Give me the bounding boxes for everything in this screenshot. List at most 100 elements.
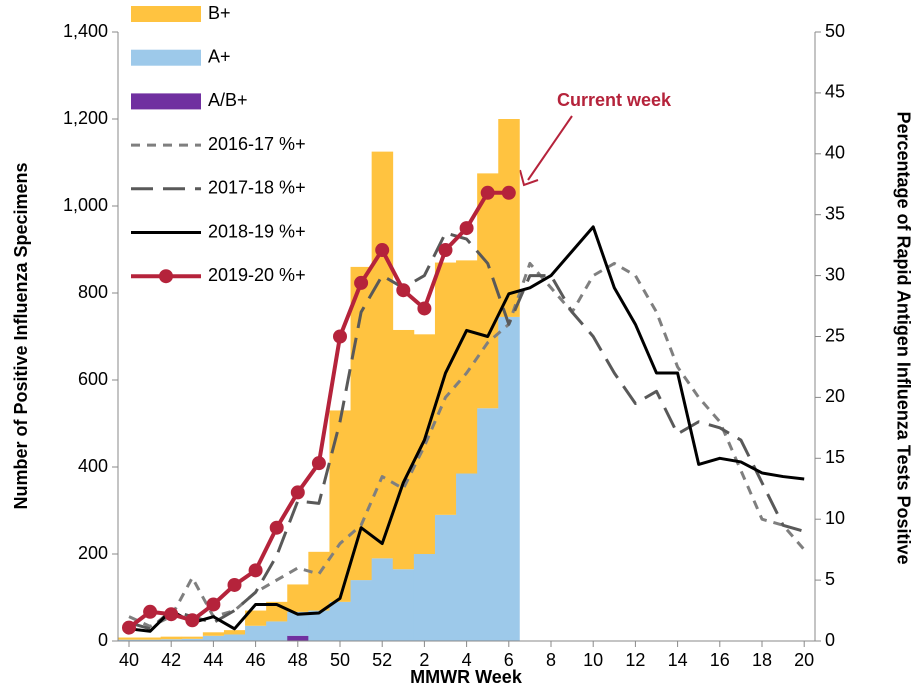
y2-tick-label: 50 bbox=[825, 21, 845, 41]
bar bbox=[160, 636, 183, 640]
bar bbox=[498, 316, 520, 641]
line bbox=[128, 261, 806, 628]
y-tick-label: 800 bbox=[78, 282, 108, 302]
bar bbox=[434, 262, 457, 515]
bar bbox=[118, 639, 140, 641]
y-tick-label: 200 bbox=[78, 543, 108, 563]
marker bbox=[311, 456, 326, 471]
bar bbox=[413, 334, 436, 554]
bar bbox=[181, 638, 204, 641]
legend-label: A+ bbox=[208, 46, 231, 66]
x-tick-label: 42 bbox=[161, 650, 181, 670]
marker bbox=[396, 283, 411, 298]
bar bbox=[223, 634, 246, 641]
y2-tick-label: 25 bbox=[825, 325, 845, 345]
bar bbox=[245, 610, 267, 626]
bar bbox=[434, 514, 457, 641]
y-tick-label: 600 bbox=[78, 369, 108, 389]
bar bbox=[202, 632, 225, 636]
bar bbox=[456, 260, 478, 474]
marker bbox=[501, 185, 516, 200]
marker bbox=[269, 520, 284, 535]
legend-label: 2017-18 %+ bbox=[208, 178, 306, 198]
y2-tick-label: 40 bbox=[825, 143, 845, 163]
bar bbox=[371, 151, 394, 559]
y-axis-title: Number of Positive Influenza Specimens bbox=[11, 162, 31, 509]
marker bbox=[206, 597, 221, 612]
y-tick-label: 1,400 bbox=[63, 21, 108, 41]
bar bbox=[181, 636, 204, 639]
bar bbox=[392, 569, 415, 641]
bar bbox=[287, 611, 309, 636]
bar bbox=[350, 580, 373, 641]
lines bbox=[122, 185, 806, 635]
line bbox=[128, 231, 805, 631]
legend-label: A/B+ bbox=[208, 90, 248, 110]
x-tick-label: 8 bbox=[546, 650, 556, 670]
marker bbox=[333, 329, 347, 344]
bar bbox=[223, 630, 246, 635]
legend-label: 2016-17 %+ bbox=[208, 134, 306, 154]
marker bbox=[354, 275, 369, 290]
marker bbox=[185, 613, 200, 628]
y2-tick-label: 30 bbox=[825, 264, 845, 284]
bar bbox=[287, 635, 309, 641]
bar bbox=[413, 554, 436, 641]
marker bbox=[122, 620, 136, 635]
bar bbox=[329, 410, 351, 602]
x-tick-label: 4 bbox=[462, 650, 472, 670]
x-tick-label: 16 bbox=[710, 650, 730, 670]
marker bbox=[227, 577, 242, 592]
bar bbox=[266, 621, 288, 641]
x-tick-label: 40 bbox=[119, 650, 139, 670]
line bbox=[128, 225, 805, 633]
marker bbox=[248, 563, 263, 578]
annotation-arrow bbox=[527, 115, 573, 181]
bar bbox=[308, 551, 330, 611]
marker bbox=[375, 243, 390, 258]
x-tick-label: 18 bbox=[752, 650, 772, 670]
bar bbox=[477, 408, 499, 641]
marker bbox=[290, 485, 305, 500]
marker bbox=[438, 243, 453, 258]
x-tick-label: 14 bbox=[668, 650, 688, 670]
x-tick-label: 48 bbox=[288, 650, 308, 670]
y-tick-label: 1,200 bbox=[63, 108, 108, 128]
bar bbox=[118, 637, 140, 640]
bar bbox=[202, 635, 225, 641]
y-tick-label: 400 bbox=[78, 456, 108, 476]
y-tick-label: 0 bbox=[98, 630, 108, 650]
legend-swatch bbox=[131, 49, 201, 66]
y2-tick-label: 20 bbox=[825, 386, 845, 406]
bar bbox=[371, 558, 394, 641]
x-tick-label: 10 bbox=[583, 650, 603, 670]
y-tick-label: 1,000 bbox=[63, 195, 108, 215]
legend-label: 2019-20 %+ bbox=[208, 265, 306, 285]
legend-label: B+ bbox=[208, 3, 231, 23]
marker bbox=[164, 607, 179, 622]
annotation-arrowhead bbox=[519, 169, 539, 187]
x-tick-label: 6 bbox=[504, 650, 514, 670]
y2-tick-label: 15 bbox=[825, 447, 845, 467]
bar bbox=[477, 173, 499, 409]
marker bbox=[417, 301, 432, 316]
annotation: Current week bbox=[557, 90, 672, 110]
legend-swatch bbox=[131, 6, 201, 22]
x-tick-label: 50 bbox=[330, 650, 350, 670]
marker bbox=[143, 604, 158, 619]
x-tick-label: 52 bbox=[372, 650, 392, 670]
x-axis-title: MMWR Week bbox=[410, 667, 523, 687]
y2-axis-title: Percentage of Rapid Antigen Influenza Te… bbox=[893, 111, 913, 564]
legend-marker bbox=[159, 269, 173, 284]
bar bbox=[139, 637, 162, 640]
bar bbox=[160, 639, 183, 641]
marker bbox=[480, 185, 495, 200]
y2-tick-label: 10 bbox=[825, 508, 845, 528]
y2-tick-label: 5 bbox=[825, 569, 835, 589]
x-tick-label: 20 bbox=[794, 650, 814, 670]
x-tick-label: 46 bbox=[246, 650, 266, 670]
legend-label: 2018-19 %+ bbox=[208, 221, 306, 241]
y2-tick-label: 35 bbox=[825, 203, 845, 223]
